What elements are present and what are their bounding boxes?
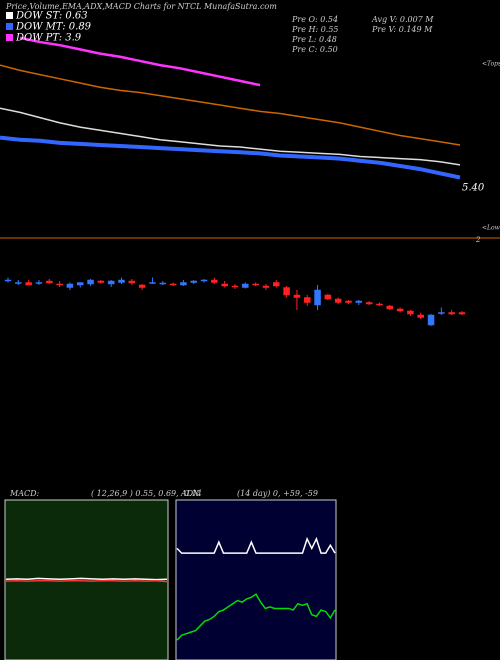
candle-body	[396, 308, 404, 312]
candle-body	[35, 282, 43, 284]
price-info: Avg V: 0.007 M	[371, 15, 434, 24]
candle-body	[438, 312, 445, 314]
candle-body	[386, 305, 394, 310]
series-line	[0, 64, 461, 146]
legend-label: DOW PT: 3.9	[15, 33, 82, 44]
legend-label: DOW ST: 0.63	[15, 11, 88, 22]
annotation: 2	[475, 236, 481, 244]
panel-title: MACD:	[9, 489, 40, 498]
series-line	[5, 577, 168, 581]
candle-body	[128, 280, 136, 284]
legend-swatch	[6, 23, 13, 30]
candle-body	[355, 300, 363, 303]
candle-body	[107, 280, 115, 285]
chart-title: Price,Volume,EMA,ADX,MACD Charts for NTC…	[5, 2, 277, 11]
candle-body	[180, 282, 187, 286]
candle-body	[407, 310, 414, 315]
candle-body	[458, 312, 466, 315]
series-line	[0, 107, 461, 166]
legend-swatch	[6, 12, 13, 19]
candle-body	[231, 285, 239, 288]
candle-body	[417, 314, 424, 318]
annotation: 5.40	[462, 183, 485, 194]
candle-body	[97, 280, 105, 283]
annotation: <Tops	[482, 61, 500, 68]
price-info: Pre L: 0.48	[291, 35, 337, 44]
candle-body	[46, 280, 53, 284]
series-line	[176, 593, 336, 641]
candle-body	[252, 283, 259, 286]
series-line	[176, 536, 336, 554]
panel-subtitle: (14 day) 0, +59, -59	[237, 489, 318, 498]
candle-body	[4, 279, 12, 282]
candle-body	[190, 280, 197, 283]
panel-subtitle: ( 12,26,9 ) 0.55, 0.69, -0.14	[91, 489, 202, 498]
candle-body	[15, 282, 22, 284]
price-info: Pre O: 0.54	[291, 15, 338, 24]
candle-body	[376, 303, 383, 306]
candle-body	[149, 282, 156, 284]
candle-body	[365, 302, 373, 305]
candle-body	[293, 294, 301, 298]
candle-body	[283, 287, 290, 296]
panel-title: ADX	[180, 489, 199, 498]
candle-body	[56, 283, 63, 286]
candle-body	[448, 312, 455, 315]
legend-label: DOW MT: 0.89	[15, 22, 92, 33]
candle-body	[25, 282, 32, 286]
candle-body	[66, 283, 74, 288]
annotation: <Lows	[482, 225, 500, 232]
candle-body	[242, 283, 249, 288]
candle-body	[221, 283, 228, 287]
candle-body	[169, 283, 177, 286]
panel	[4, 499, 169, 660]
legend-swatch	[6, 34, 13, 41]
price-info: Pre H: 0.55	[291, 25, 339, 34]
price-info: Pre C: 0.50	[291, 45, 338, 54]
candle-body	[345, 300, 352, 303]
candle-body	[159, 282, 167, 285]
candle-body	[262, 285, 270, 288]
candle-body	[303, 297, 311, 303]
candle-body	[324, 294, 332, 300]
series-line	[19, 36, 261, 87]
candle-body	[118, 279, 125, 283]
candle-body	[211, 279, 218, 283]
candle-body	[76, 282, 84, 286]
series-line	[5, 580, 168, 583]
candle-body	[334, 298, 342, 303]
candle-body	[427, 314, 435, 326]
candle-body	[138, 284, 146, 288]
panel	[175, 499, 337, 660]
candle-body	[200, 279, 208, 282]
candle-body	[273, 282, 280, 287]
candle-body	[87, 279, 94, 285]
candle-body	[314, 289, 321, 306]
price-info: Pre V: 0.149 M	[371, 25, 433, 34]
series-line	[0, 135, 461, 180]
